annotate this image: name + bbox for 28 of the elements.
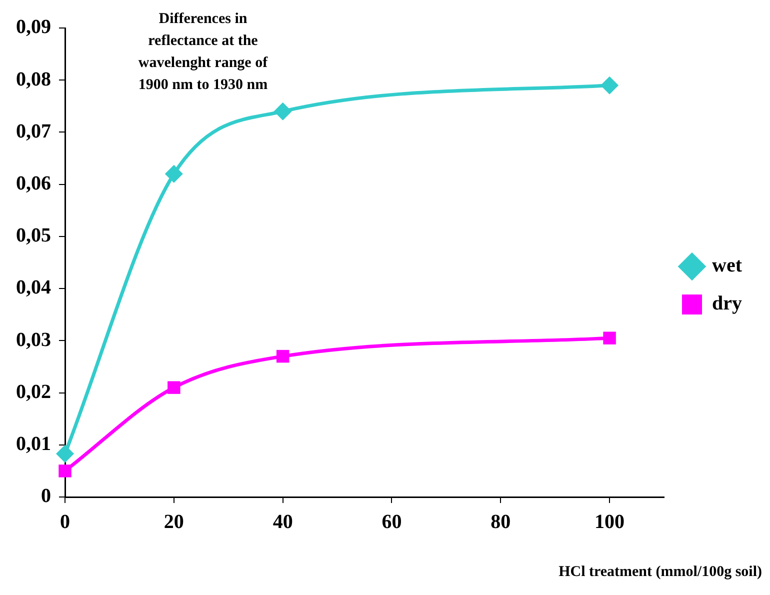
point bbox=[600, 76, 619, 94]
x-tick-label: 20 bbox=[164, 511, 184, 534]
point bbox=[274, 102, 292, 120]
y-tick-label: 0,07 bbox=[16, 120, 51, 142]
y-tick-label: 0,03 bbox=[16, 328, 51, 351]
point bbox=[56, 444, 74, 463]
x-tick-label: 40 bbox=[272, 511, 293, 534]
y-tick-label: 0,02 bbox=[16, 380, 51, 403]
x-tick-label: 60 bbox=[382, 511, 402, 534]
y-tick-label: 0,04 bbox=[16, 276, 51, 299]
text: Differences in reflectance at the wavelenght range of 1900 nm to 1930 nm bbox=[137, 10, 269, 95]
y-tick-label: 0,08 bbox=[16, 68, 51, 90]
y-tick-label: 0 bbox=[41, 485, 51, 508]
point bbox=[276, 350, 290, 363]
x-tick-label: 80 bbox=[490, 511, 511, 534]
legend-label: wet bbox=[712, 254, 742, 277]
x-tick-label: 0 bbox=[60, 511, 70, 534]
y-tick-label: 0,05 bbox=[16, 224, 51, 247]
y-tick-label: 0,06 bbox=[16, 172, 51, 195]
x-axis-title: HCl treatment (mmol/100g soil) bbox=[558, 564, 762, 581]
legend-label: dry bbox=[712, 292, 742, 315]
point bbox=[603, 332, 616, 344]
y-tick-label: 0,01 bbox=[16, 433, 51, 456]
point bbox=[164, 164, 183, 183]
y-tick-label: 0,09 bbox=[16, 16, 51, 38]
point bbox=[168, 381, 180, 394]
point bbox=[58, 464, 72, 478]
x-tick-label: 100 bbox=[594, 511, 625, 534]
